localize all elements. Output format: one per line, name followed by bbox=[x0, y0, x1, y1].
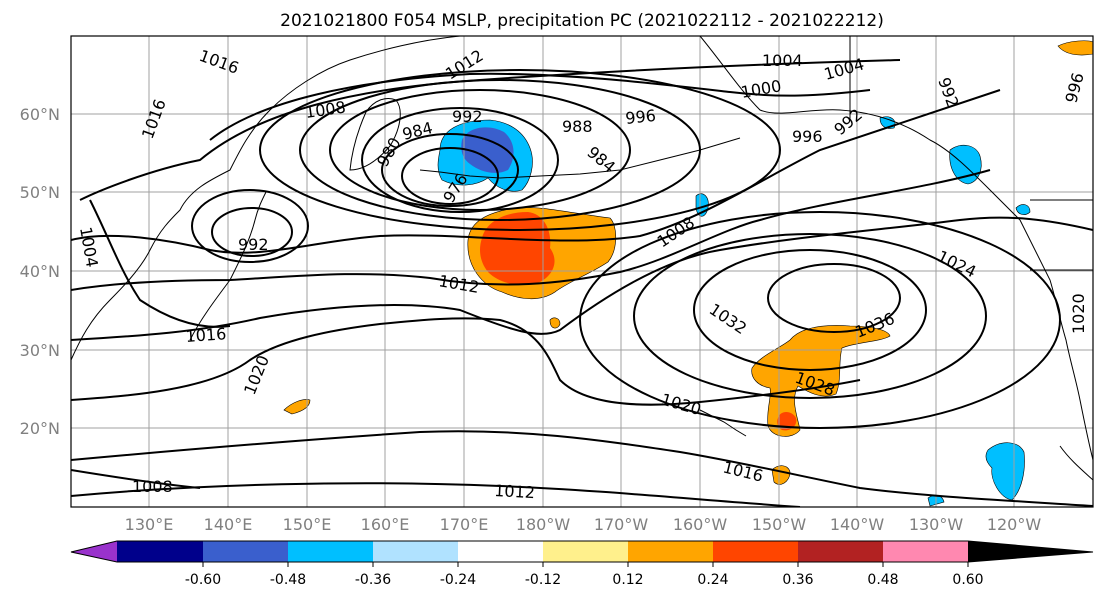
colorbar-tick-label: -0.12 bbox=[525, 572, 561, 588]
lon-label: 150°E bbox=[283, 515, 332, 534]
lon-label: 170°W bbox=[594, 515, 649, 534]
map-panel: 1016 1012 1004 1004 1000 1008 992 984 98… bbox=[70, 35, 1094, 508]
lat-label: 20°N bbox=[20, 419, 60, 438]
isobar-high-1032 bbox=[693, 249, 927, 371]
lon-label: 160°E bbox=[361, 515, 410, 534]
isobar-low-988 bbox=[329, 89, 631, 211]
contour-label: 1012 bbox=[494, 481, 536, 502]
lon-label: 180°W bbox=[516, 515, 571, 534]
lon-label: 120°W bbox=[987, 515, 1042, 534]
lat-label: 50°N bbox=[20, 183, 60, 202]
colorbar-segment bbox=[373, 541, 458, 562]
coast-north-america bbox=[1019, 219, 1093, 461]
colorbar-ticks bbox=[202, 562, 969, 567]
colorbar-segment bbox=[798, 541, 883, 562]
lon-label: 130°E bbox=[125, 515, 174, 534]
precip-strong-negative-area bbox=[461, 127, 514, 173]
latitude-labels: 60°N 50°N 40°N 30°N 20°N bbox=[20, 105, 60, 438]
isobar-low-976 bbox=[401, 147, 499, 205]
contour-label: 1008 bbox=[132, 477, 173, 496]
lon-label: 130°W bbox=[909, 515, 964, 534]
figure-title: 2021021800 F054 MSLP, precipitation PC (… bbox=[280, 11, 884, 31]
isobar-1012 bbox=[71, 169, 991, 291]
contour-label: 988 bbox=[562, 117, 593, 136]
contour-label: 996 bbox=[792, 127, 823, 146]
isobar-west-low bbox=[211, 207, 293, 257]
lon-label: 170°E bbox=[440, 515, 489, 534]
isobars bbox=[71, 59, 1093, 507]
isobar-high-1024 bbox=[579, 211, 1061, 429]
isobar-west-low-2 bbox=[191, 189, 309, 263]
map-frame bbox=[70, 35, 1094, 508]
isobar-low-984 bbox=[361, 107, 559, 213]
coast-canada-border bbox=[849, 36, 1093, 271]
contour-label: 1004 bbox=[762, 51, 803, 70]
isobar-1020 bbox=[71, 317, 861, 406]
coast-alaska bbox=[699, 36, 1021, 221]
colorbar-tick-label: -0.24 bbox=[440, 572, 476, 588]
colorbar-segment bbox=[71, 541, 117, 562]
coast-aleutians bbox=[419, 137, 741, 179]
coast-hawaii bbox=[699, 409, 747, 437]
colorbar-segment bbox=[713, 541, 798, 562]
coast-asia bbox=[71, 36, 461, 361]
contour-label: 992 bbox=[238, 235, 269, 254]
colorbar-segment bbox=[458, 541, 543, 562]
colorbar-tick-label: -0.48 bbox=[270, 572, 306, 588]
colorbar-segment bbox=[203, 541, 288, 562]
coastlines bbox=[71, 36, 1093, 481]
precip-positive-hawaii-area bbox=[751, 325, 891, 437]
lat-label: 40°N bbox=[20, 262, 60, 281]
colorbar-tick-label: 0.24 bbox=[697, 572, 728, 588]
colorbar-tick-label: -0.36 bbox=[355, 572, 391, 588]
lon-label: 140°E bbox=[204, 515, 253, 534]
colorbar-segment bbox=[883, 541, 968, 562]
colorbar-segment bbox=[117, 541, 203, 562]
colorbar-tick-label: -0.60 bbox=[185, 572, 221, 588]
colorbar-outline bbox=[70, 540, 1094, 563]
contour-label: 996 bbox=[624, 106, 656, 128]
colorbar-segment bbox=[628, 541, 713, 562]
lat-label: 60°N bbox=[20, 105, 60, 124]
colorbar-tick-label: 0.60 bbox=[952, 572, 983, 588]
colorbar-segment bbox=[543, 541, 628, 562]
colorbar-tick-labels: -0.60 -0.48 -0.36 -0.24 -0.12 0.12 0.24 … bbox=[185, 572, 984, 588]
colorbar-tick-label: 0.12 bbox=[612, 572, 643, 588]
isobar-low-992 bbox=[299, 79, 701, 221]
colorbar: -0.60 -0.48 -0.36 -0.24 -0.12 0.12 0.24 … bbox=[70, 540, 1094, 588]
colorbar-segment bbox=[968, 541, 1093, 562]
colorbar-tick-label: 0.36 bbox=[782, 572, 813, 588]
isobar-low-980 bbox=[381, 133, 519, 207]
isobar-1000 bbox=[209, 72, 871, 141]
isobar-high-1028 bbox=[633, 233, 987, 399]
contour-label: 1016 bbox=[185, 324, 227, 346]
colorbar-tick-label: 0.48 bbox=[867, 572, 898, 588]
coast-caribbean-west bbox=[1059, 445, 1093, 481]
lat-label: 30°N bbox=[20, 341, 60, 360]
isobar-south-1016 bbox=[71, 430, 1093, 507]
contour-label: 1020 bbox=[1069, 293, 1088, 334]
precip-positive-spot-4 bbox=[1057, 40, 1093, 56]
longitude-labels: 130°E 140°E 150°E 160°E 170°E 180°W 170°… bbox=[125, 515, 1042, 534]
contour-label: 992 bbox=[452, 107, 483, 126]
precip-positive-spot-3 bbox=[549, 317, 561, 329]
precip-negative-spot-1 bbox=[1015, 204, 1031, 215]
graticule bbox=[71, 36, 1093, 507]
lon-label: 150°W bbox=[752, 515, 807, 534]
precip-shading bbox=[283, 40, 1093, 507]
lon-label: 160°W bbox=[673, 515, 728, 534]
isobar-south-1008 bbox=[71, 469, 201, 489]
isobar-1016 bbox=[71, 216, 1093, 341]
isobar-high-1036 bbox=[767, 263, 901, 333]
isobar-low-996 bbox=[259, 69, 781, 231]
precip-positive-spot-1 bbox=[283, 399, 311, 415]
isobar-1008 bbox=[71, 89, 1001, 254]
lon-label: 140°W bbox=[830, 515, 885, 534]
colorbar-segment bbox=[288, 541, 373, 562]
isobar-west-1004 bbox=[89, 199, 231, 328]
isobar-1004 bbox=[79, 59, 901, 201]
